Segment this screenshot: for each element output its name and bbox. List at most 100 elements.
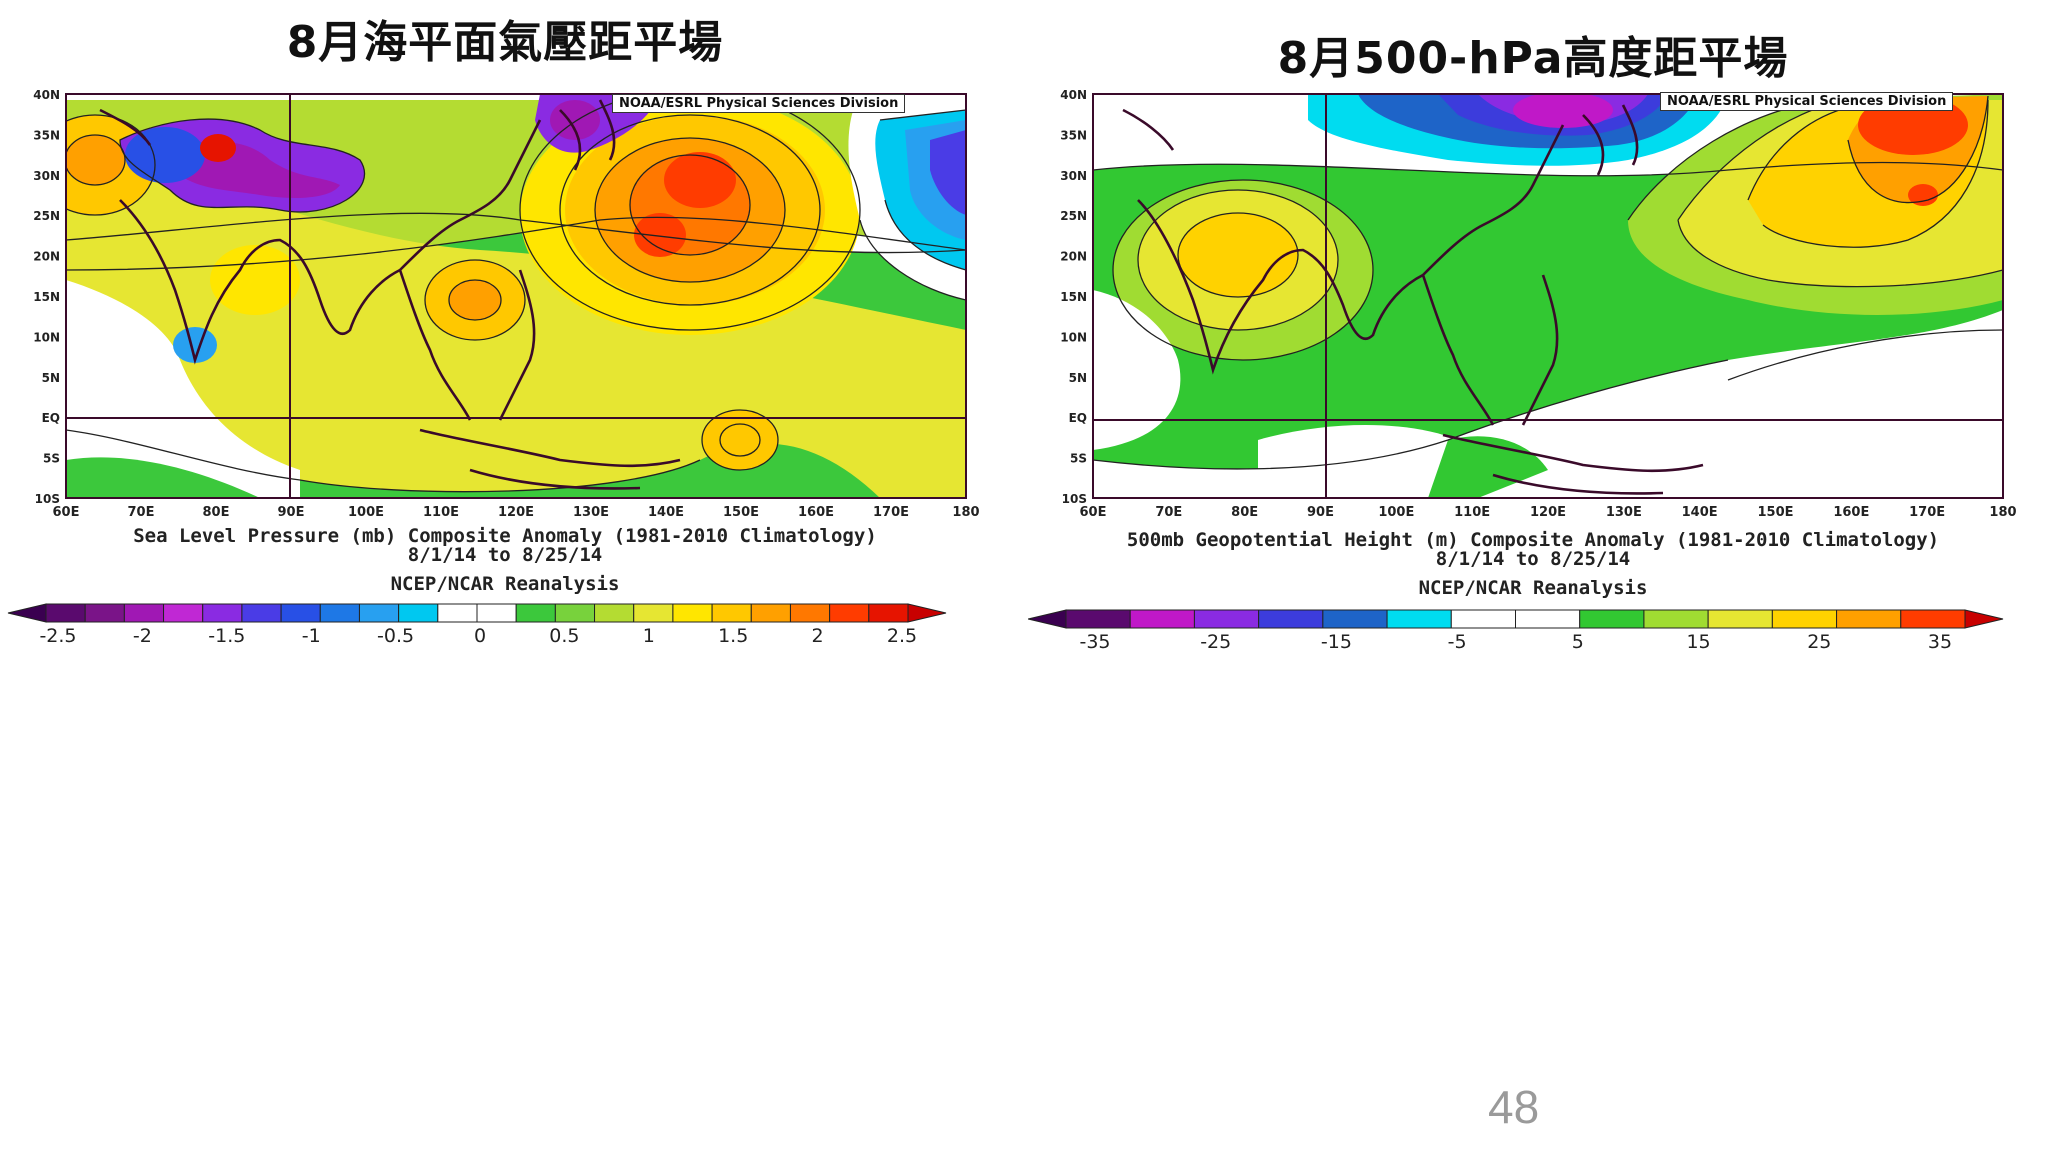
z500-white-south <box>1258 425 1458 498</box>
lat-label: 5N <box>1069 371 1087 385</box>
colorbar-tick-label: -0.5 <box>377 625 414 647</box>
colorbar-swatch <box>633 603 674 623</box>
slp-india-small-low <box>173 327 217 363</box>
lat-label: 15N <box>1060 290 1087 304</box>
z500-contours <box>1093 95 2003 470</box>
lon-label: 140E <box>648 505 684 520</box>
slp-near-zero-west <box>66 280 300 498</box>
slp-caption-line2: 8/1/14 to 8/25/14 <box>407 544 603 566</box>
colorbar-swatch <box>515 603 556 623</box>
z500-caption-line2: 8/1/14 to 8/25/14 <box>1435 548 1631 570</box>
lon-label: 140E <box>1682 505 1718 520</box>
colorbar-tick-label: 2.5 <box>887 625 917 647</box>
lat-label: 40N <box>1060 88 1087 102</box>
lat-label: 15N <box>33 290 60 304</box>
z500-white-west <box>1093 290 1181 450</box>
lon-label: 110E <box>1454 505 1490 520</box>
lon-label: 110E <box>423 505 459 520</box>
colorbar-tick-label: -1.5 <box>208 625 245 647</box>
slp-anomaly-panel: 8月海平面氣壓距平場 <box>0 0 1010 680</box>
colorbar-tick-label: 0.5 <box>549 625 579 647</box>
z500-lon-labels: 60E 70E 80E 90E 100E 110E 120E 130E 140E 150E 160E… <box>1080 505 2017 520</box>
lon-label: 160E <box>1833 505 1869 520</box>
colorbar-swatch <box>1579 609 1645 629</box>
colorbar-tick-label: 35 <box>1928 631 1952 653</box>
slp-anomaly-map: 40N 35N 30N 25N 20N 15N 10N 5N EQ 5S 10S 60E 70E 80E… <box>7 88 980 647</box>
z500-anomaly-panel: 8月500-hPa高度距平場 <box>1028 0 2038 680</box>
lon-label: 70E <box>1155 505 1182 520</box>
colorbar-tick-label: -35 <box>1079 631 1110 653</box>
z500-white-southeast <box>1648 330 2003 498</box>
colorbar-swatch <box>1065 609 1131 629</box>
slp-colorbar-ticks: -2.5 -2 -1.5 -1 -0.5 0 0.5 1 1.5 2 2.5 <box>39 625 917 647</box>
colorbar-swatch <box>476 603 517 623</box>
lon-label: 70E <box>128 505 155 520</box>
lon-label: 100E <box>348 505 384 520</box>
z500-colorbar-ticks: -35 -25 -15 -5 5 15 25 35 <box>1079 631 1952 653</box>
lon-label: 60E <box>53 505 80 520</box>
colorbar-swatch <box>241 603 282 623</box>
colorbar-swatch <box>672 603 713 623</box>
lon-label: 170E <box>1909 505 1945 520</box>
colorbar-tick-label: 5 <box>1572 631 1584 653</box>
colorbar-swatch <box>280 603 321 623</box>
lat-label: 10N <box>1060 330 1087 344</box>
lon-label: 150E <box>723 505 759 520</box>
lon-label: 90E <box>1307 505 1334 520</box>
colorbar-tick-label: 15 <box>1686 631 1710 653</box>
colorbar-tick-label: 1 <box>643 625 655 647</box>
lon-label: 90E <box>278 505 305 520</box>
colorbar-swatch <box>1707 609 1773 629</box>
lat-label: 40N <box>33 88 60 102</box>
colorbar-swatch <box>1836 609 1902 629</box>
slp-green-southwest <box>66 457 260 498</box>
z500-coastlines <box>1122 104 1704 495</box>
lat-label: 30N <box>33 169 60 183</box>
slp-credit-label: NOAA/ESRL Physical Sciences Division <box>612 94 906 113</box>
colorbar-swatch <box>1322 609 1388 629</box>
slp-lon-labels: 60E 70E 80E 90E 100E 110E 120E 130E 140E 150E 160E… <box>53 505 980 520</box>
slp-sw-pacific-high <box>702 410 778 470</box>
colorbar-tick-label: -1 <box>302 625 321 647</box>
lat-label: 5S <box>1070 452 1087 466</box>
lon-label: 60E <box>1080 505 1107 520</box>
slp-west-high-core <box>66 135 125 185</box>
slp-high-max-2 <box>634 213 686 257</box>
lon-label: 170E <box>873 505 909 520</box>
colorbar-swatch <box>123 603 165 623</box>
slp-contours <box>66 94 966 493</box>
lat-label: EQ <box>1069 411 1087 425</box>
colorbar-swatch <box>1515 609 1581 629</box>
lat-label: 20N <box>1060 250 1087 264</box>
colorbar-tick-label: 25 <box>1807 631 1831 653</box>
colorbar-swatch <box>1771 609 1838 629</box>
colorbar-swatch <box>594 603 635 623</box>
colorbar-tick-label: -2 <box>133 625 152 647</box>
z500-panel-title: 8月500-hPa高度距平場 <box>1277 33 1789 84</box>
z500-anomaly-map: 40N 35N 30N 25N 20N 15N 10N 5N EQ 5S 10S 60E 70E 80E… <box>1028 88 2017 653</box>
lat-label: 20N <box>33 250 60 264</box>
colorbar-swatch <box>1129 609 1195 629</box>
colorbar-max-arrow <box>907 603 947 623</box>
colorbar-swatch <box>319 603 360 623</box>
slp-panel-title: 8月海平面氣壓距平場 <box>286 17 724 68</box>
colorbar-tick-label: -5 <box>1448 631 1467 653</box>
colorbar-tick-label: -25 <box>1200 631 1231 653</box>
colorbar-tick-label: -15 <box>1321 631 1352 653</box>
colorbar-min-arrow <box>7 603 47 623</box>
colorbar-tick-label: 2 <box>812 625 824 647</box>
colorbar-swatch <box>1643 609 1709 629</box>
colorbar-swatch <box>554 603 596 623</box>
colorbar-swatch <box>84 603 125 623</box>
z500-white-nw <box>1093 94 1328 170</box>
colorbar-swatch <box>1258 609 1324 629</box>
slp-ne-pacific-low-core <box>930 130 966 215</box>
colorbar-swatch <box>711 603 752 623</box>
lon-label: 180 <box>952 505 979 520</box>
colorbar-swatch <box>202 603 243 623</box>
lat-label: 30N <box>1060 169 1087 183</box>
slp-coastlines <box>99 99 681 490</box>
colorbar-swatch <box>750 603 791 623</box>
page-number: 48 <box>1488 1081 1540 1133</box>
lat-label: 10N <box>33 330 60 344</box>
